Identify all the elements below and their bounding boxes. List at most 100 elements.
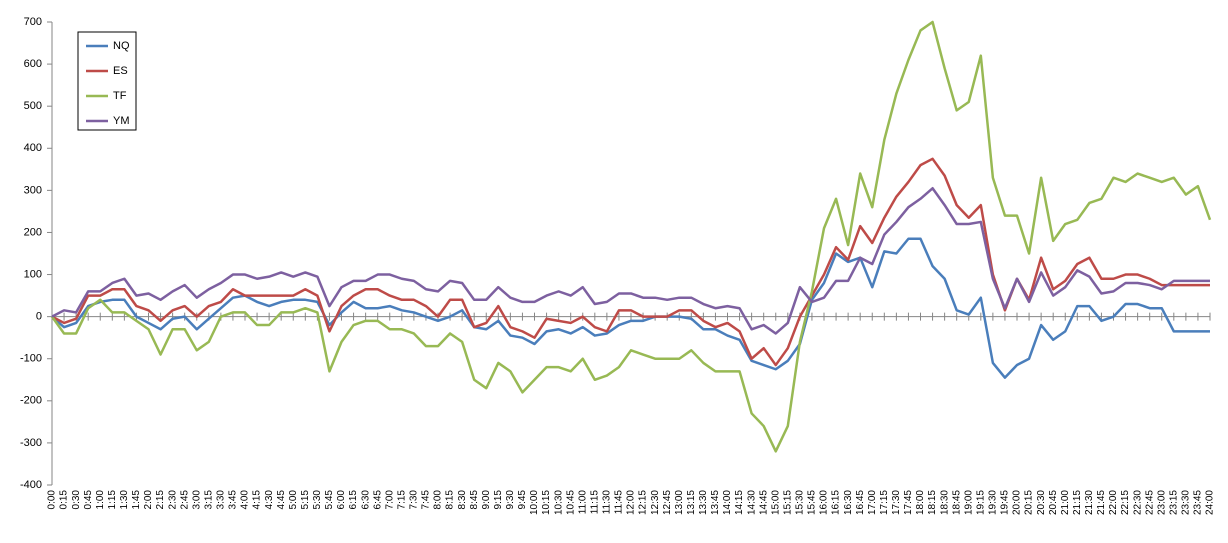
x-tick-label: 5:00 <box>288 490 299 510</box>
x-tick-label: 10:15 <box>541 490 552 515</box>
x-tick-label: 17:45 <box>903 490 914 515</box>
x-tick-label: 11:15 <box>589 490 600 515</box>
x-tick-label: 8:45 <box>469 490 480 510</box>
x-tick-label: 20:00 <box>1012 490 1023 515</box>
x-tick-label: 1:45 <box>131 490 142 510</box>
x-tick-label: 19:30 <box>988 490 999 515</box>
x-tick-label: 2:30 <box>167 490 178 510</box>
y-tick-label: 100 <box>24 268 42 280</box>
x-tick-label: 17:30 <box>891 490 902 515</box>
y-tick-label: 500 <box>24 100 42 112</box>
x-tick-label: 1:30 <box>119 490 130 510</box>
x-tick-label: 18:45 <box>951 490 962 515</box>
y-tick-label: -300 <box>20 437 42 449</box>
x-tick-label: 12:15 <box>638 490 649 515</box>
x-tick-label: 18:15 <box>927 490 938 515</box>
legend-label: TF <box>113 90 127 102</box>
x-tick-label: 23:45 <box>1193 490 1204 515</box>
x-tick-label: 10:30 <box>553 490 564 515</box>
x-tick-label: 14:30 <box>746 490 757 515</box>
legend-box <box>77 31 137 131</box>
x-tick-label: 23:30 <box>1181 490 1192 515</box>
x-tick-label: 2:45 <box>179 490 190 510</box>
x-tick-label: 19:45 <box>1000 490 1011 515</box>
x-tick-label: 4:00 <box>240 490 251 510</box>
x-tick-label: 13:45 <box>710 490 721 515</box>
x-tick-label: 5:45 <box>324 490 335 510</box>
y-tick-label: 700 <box>24 16 42 28</box>
x-tick-label: 7:30 <box>409 490 420 510</box>
x-tick-label: 3:00 <box>191 490 202 510</box>
x-tick-label: 9:30 <box>505 490 516 510</box>
x-tick-label: 11:00 <box>577 490 588 515</box>
y-tick-label: -100 <box>20 353 42 365</box>
y-tick-label: 300 <box>24 184 42 196</box>
x-tick-label: 23:00 <box>1156 490 1167 515</box>
x-tick-label: 15:45 <box>807 490 818 515</box>
x-tick-label: 14:00 <box>722 490 733 515</box>
x-tick-label: 9:45 <box>517 490 528 510</box>
x-tick-label: 16:00 <box>819 490 830 515</box>
x-tick-label: 0:45 <box>83 490 94 510</box>
x-tick-label: 14:15 <box>734 490 745 515</box>
x-tick-label: 2:00 <box>143 490 154 510</box>
x-tick-label: 20:30 <box>1036 490 1047 515</box>
x-tick-label: 12:00 <box>626 490 637 515</box>
x-tick-label: 7:00 <box>384 490 395 510</box>
x-tick-label: 6:45 <box>372 490 383 510</box>
x-tick-label: 15:30 <box>795 490 806 515</box>
y-tick-label: 400 <box>24 142 42 154</box>
x-tick-label: 10:45 <box>565 490 576 515</box>
x-tick-label: 15:15 <box>782 490 793 515</box>
x-tick-label: 22:45 <box>1144 490 1155 515</box>
x-tick-label: 16:30 <box>843 490 854 515</box>
legend-label: NQ <box>113 40 130 52</box>
x-tick-label: 1:00 <box>95 490 106 510</box>
x-tick-label: 23:15 <box>1168 490 1179 515</box>
x-tick-label: 5:15 <box>300 490 311 510</box>
x-tick-label: 6:30 <box>360 490 371 510</box>
x-tick-label: 0:00 <box>47 490 58 510</box>
x-tick-label: 16:15 <box>831 490 842 515</box>
x-tick-label: 8:30 <box>457 490 468 510</box>
x-tick-label: 13:00 <box>674 490 685 515</box>
y-tick-label: 0 <box>36 311 42 323</box>
x-tick-label: 24:00 <box>1205 490 1216 515</box>
x-tick-label: 4:45 <box>276 490 287 510</box>
x-tick-label: 6:00 <box>336 490 347 510</box>
x-tick-label: 3:30 <box>216 490 227 510</box>
x-tick-label: 9:00 <box>481 490 492 510</box>
x-tick-label: 22:15 <box>1120 490 1131 515</box>
x-tick-label: 5:30 <box>312 490 323 510</box>
series-line <box>50 20 1212 453</box>
x-tick-label: 7:45 <box>421 490 432 510</box>
x-tick-label: 11:30 <box>602 490 613 515</box>
x-tick-label: 9:15 <box>493 490 504 510</box>
y-tick-label: -200 <box>20 395 42 407</box>
x-tick-label: 6:15 <box>348 490 359 510</box>
x-tick-label: 19:00 <box>963 490 974 515</box>
x-tick-label: 2:15 <box>155 490 166 510</box>
x-tick-label: 8:00 <box>433 490 444 510</box>
x-tick-label: 19:15 <box>975 490 986 515</box>
x-tick-label: 16:45 <box>855 490 866 515</box>
x-tick-label: 7:15 <box>396 490 407 510</box>
x-tick-label: 4:30 <box>264 490 275 510</box>
x-tick-label: 13:30 <box>698 490 709 515</box>
x-tick-label: 17:15 <box>879 490 890 515</box>
x-tick-label: 14:45 <box>758 490 769 515</box>
x-tick-label: 17:00 <box>867 490 878 515</box>
legend-label: YM <box>113 115 130 127</box>
series-line <box>51 237 1210 379</box>
x-tick-label: 22:00 <box>1108 490 1119 515</box>
x-tick-label: 15:00 <box>770 490 781 515</box>
x-tick-label: 21:00 <box>1060 490 1071 515</box>
x-tick-label: 21:30 <box>1084 490 1095 515</box>
x-tick-label: 0:15 <box>59 490 70 510</box>
y-tick-label: -400 <box>20 479 42 491</box>
x-tick-label: 12:45 <box>662 490 673 515</box>
y-tick-label: 600 <box>24 58 42 70</box>
x-tick-label: 3:45 <box>228 490 239 510</box>
x-tick-label: 21:15 <box>1072 490 1083 515</box>
